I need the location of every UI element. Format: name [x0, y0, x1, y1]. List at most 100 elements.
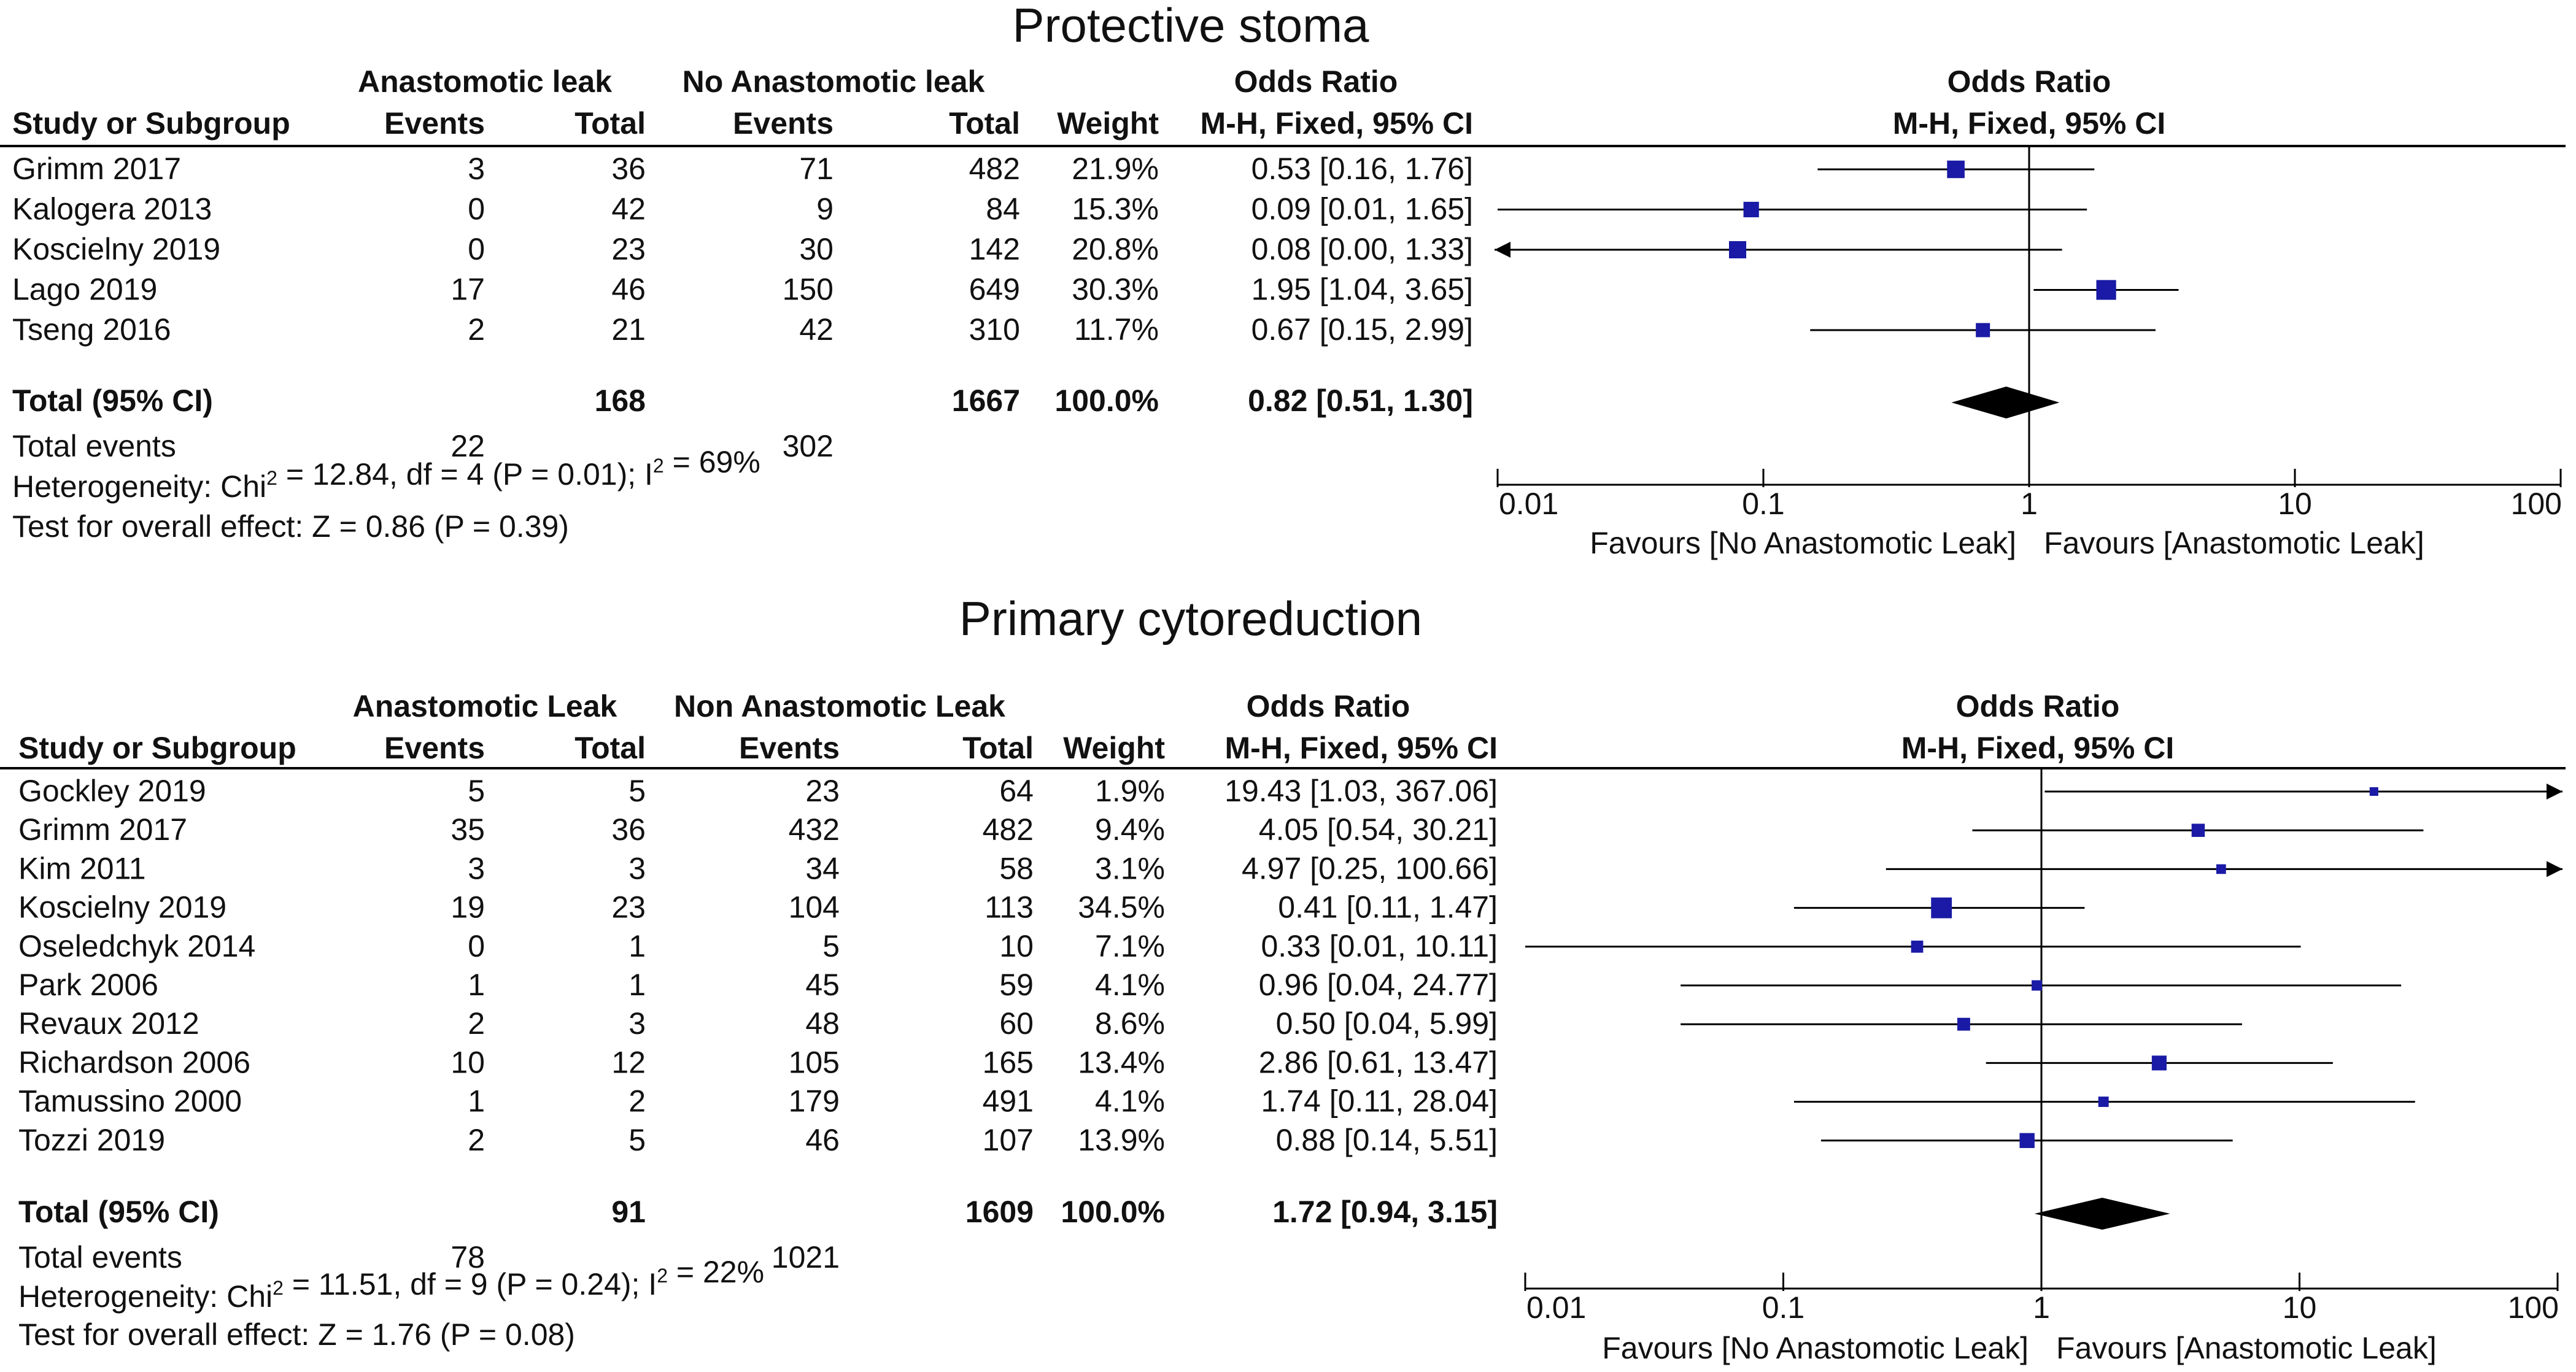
study-weight: 30.3%: [1072, 272, 1159, 307]
total1-column-header: Total: [574, 106, 646, 141]
events-group1: 10: [451, 1045, 485, 1079]
events-group1: 0: [468, 232, 485, 266]
point-estimate: [2019, 1133, 2035, 1149]
study-name: Tozzi 2019: [18, 1123, 165, 1157]
total-group1: 2: [629, 1084, 646, 1119]
total-group2: 165: [983, 1045, 1034, 1079]
plot-method-header: M-H, Fixed, 95% CI: [1901, 731, 2175, 765]
x-tick-label: 1: [2033, 1290, 2050, 1325]
total-group2: 64: [999, 774, 1034, 808]
events-group2: 45: [805, 968, 840, 1002]
or-method-header: M-H, Fixed, 95% CI: [1224, 731, 1498, 765]
total-events-group2: 1021: [772, 1240, 840, 1274]
study-weight: 4.1%: [1095, 1084, 1165, 1119]
weight-column-header: Weight: [1063, 731, 1165, 765]
total-n-group2: 1667: [952, 383, 1020, 418]
pooled-odds-ratio-ci: 1.72 [0.94, 3.15]: [1272, 1195, 1498, 1229]
study-column-header: Study or Subgroup: [18, 731, 296, 765]
group1-header: Anastomotic Leak: [353, 689, 617, 723]
odds-ratio-ci: 0.09 [0.01, 1.65]: [1251, 192, 1473, 226]
total2-column-header: Total: [962, 731, 1034, 765]
ci-arrow-right: [2547, 861, 2562, 877]
events-group1: 2: [468, 312, 485, 347]
total-group2: 142: [969, 232, 1020, 266]
point-estimate: [2096, 280, 2116, 300]
total-group1: 5: [629, 1123, 646, 1157]
total-group1: 23: [611, 232, 646, 266]
plot-header: Odds Ratio: [1956, 689, 2120, 723]
favours-right-label: Favours [Anastomotic Leak]: [2056, 1331, 2437, 1365]
events-group1: 19: [451, 890, 485, 925]
chart-title: Primary cytoreduction: [959, 592, 1422, 646]
odds-ratio-ci: 0.67 [0.15, 2.99]: [1251, 312, 1473, 347]
overall-effect-test: Test for overall effect: Z = 0.86 (P = 0…: [12, 509, 569, 544]
study-weight: 20.8%: [1072, 232, 1159, 266]
odds-ratio-ci: 0.08 [0.00, 1.33]: [1251, 232, 1473, 266]
events-group1: 17: [451, 272, 485, 307]
study-name: Tseng 2016: [12, 312, 171, 347]
total-group1: 21: [611, 312, 646, 347]
study-weight: 34.5%: [1078, 890, 1165, 925]
events2-column-header: Events: [733, 106, 834, 141]
events-group2: 432: [789, 812, 840, 847]
study-weight: 8.6%: [1095, 1006, 1165, 1041]
odds-ratio-ci: 0.88 [0.14, 5.51]: [1276, 1123, 1498, 1157]
total-group1: 23: [611, 890, 646, 925]
study-weight: 9.4%: [1095, 812, 1165, 847]
heterogeneity-text: = 69%: [664, 445, 760, 479]
total-n-group1: 91: [611, 1195, 646, 1229]
heterogeneity-text: Heterogeneity: Chi: [18, 1279, 273, 1314]
point-estimate: [1729, 241, 1747, 259]
superscript: 2: [273, 1277, 284, 1299]
total-group1: 5: [629, 774, 646, 808]
total-weight: 100.0%: [1054, 383, 1159, 418]
odds-ratio-ci: 0.41 [0.11, 1.47]: [1278, 890, 1498, 925]
study-name: Oseledchyk 2014: [18, 929, 255, 963]
point-estimate: [1957, 1017, 1970, 1031]
total-group1: 3: [629, 1006, 646, 1041]
ci-arrow-right: [2547, 784, 2562, 800]
total-group2: 84: [986, 192, 1020, 226]
or-method-header: M-H, Fixed, 95% CI: [1200, 106, 1473, 141]
point-estimate: [2151, 1055, 2167, 1071]
point-estimate: [2098, 1096, 2109, 1108]
weight-column-header: Weight: [1057, 106, 1159, 141]
point-estimate: [2032, 980, 2042, 991]
events-group2: 30: [799, 232, 834, 266]
total-label: Total (95% CI): [12, 383, 213, 418]
events-group1: 2: [468, 1123, 485, 1157]
total2-column-header: Total: [949, 106, 1020, 141]
total-group1: 36: [611, 152, 646, 186]
events-group2: 42: [799, 312, 834, 347]
study-weight: 3.1%: [1095, 851, 1165, 885]
x-tick-label: 0.01: [1499, 487, 1558, 521]
total-n-group1: 168: [595, 383, 646, 418]
events-group2: 48: [805, 1006, 840, 1041]
events-group1: 2: [468, 1006, 485, 1041]
panel-primary-cytoreduction: Primary cytoreduction Anastomotic Leak Non…: [0, 592, 2566, 1365]
total-group2: 482: [969, 152, 1020, 186]
favours-left-label: Favours [No Anastomotic Leak]: [1602, 1331, 2029, 1365]
events-group1: 3: [468, 152, 485, 186]
group2-header: No Anastomotic leak: [683, 64, 985, 99]
favours-right-label: Favours [Anastomotic Leak]: [2044, 526, 2424, 560]
events-group2: 9: [816, 192, 834, 226]
x-tick-label: 0.1: [1742, 487, 1785, 521]
events-group1: 1: [468, 968, 485, 1002]
x-tick-label: 0.1: [1762, 1290, 1805, 1325]
events-group1: 1: [468, 1084, 485, 1119]
favours-left-label: Favours [No Anastomotic Leak]: [1590, 526, 2016, 560]
events-group1: 3: [468, 851, 485, 885]
heterogeneity-text: = 22%: [668, 1255, 764, 1289]
total-group1: 42: [611, 192, 646, 226]
total-group1: 46: [611, 272, 646, 307]
point-estimate: [2216, 864, 2226, 874]
point-estimate: [2369, 787, 2378, 796]
total-group1: 3: [629, 851, 646, 885]
events-group2: 71: [799, 152, 834, 186]
total-events-label: Total events: [12, 429, 176, 463]
total-group1: 1: [629, 968, 646, 1002]
x-tick-label: 10: [2283, 1290, 2317, 1325]
ci-arrow-left: [1495, 242, 1510, 258]
